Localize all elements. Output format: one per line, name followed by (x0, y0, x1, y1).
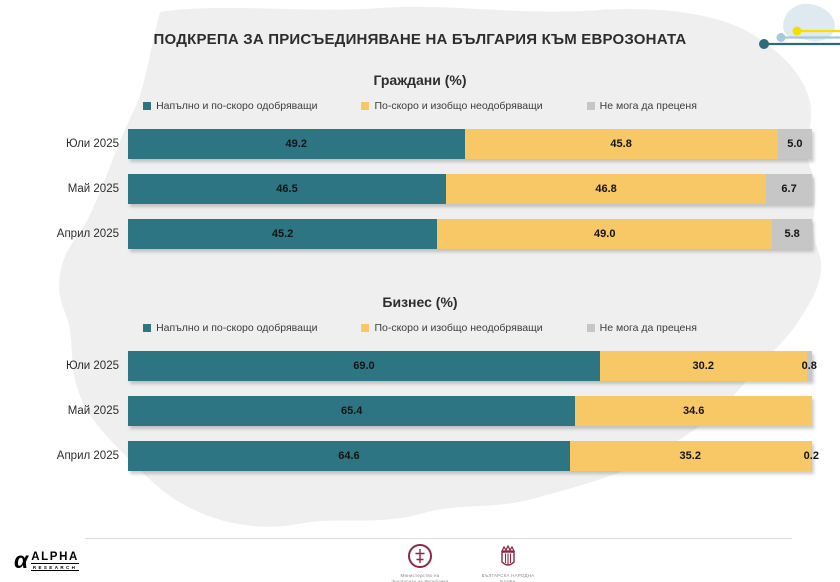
bar-value-label: 45.8 (610, 138, 632, 150)
alpha-glyph-icon: α (14, 547, 29, 573)
bar-value-label: 45.2 (271, 228, 294, 240)
bar-segment: 45.2 (128, 219, 438, 249)
bar-row: Юли 2025 69.0 30.2 0.8 (0, 351, 840, 381)
legend-swatch (586, 324, 595, 332)
legend-label: Не мога да преценя (599, 322, 697, 334)
ministry-of-finance-logo: Министерство на финансите на Република Б… (388, 543, 452, 582)
bar-segment: 46.5 (128, 174, 447, 204)
bar-segment: 64.6 (128, 441, 570, 471)
stacked-bar: 64.6 35.2 0.2 (128, 441, 819, 471)
bar-row: Април 2025 45.2 49.0 5.8 (0, 219, 840, 249)
stacked-bar: 69.0 30.2 0.8 (128, 351, 817, 381)
bar-row: Юли 2025 49.2 45.8 5.0 (0, 129, 840, 159)
legend-swatch (361, 102, 370, 110)
bar-segment: 5.8 (772, 219, 812, 249)
bar-segment: 0.8 (802, 351, 817, 381)
legend: Напълно и по-скоро одобряващи По-скоро и … (0, 322, 840, 334)
legend: Напълно и по-скоро одобряващи По-скоро и … (0, 100, 840, 112)
category-label: Юли 2025 (65, 138, 119, 150)
chart-title: Бизнес (%) (382, 294, 458, 310)
bar-segment: 49.0 (437, 219, 773, 249)
bank-caption: БЪЛГАРСКА НАРОДНА БАНКА (481, 573, 535, 582)
footer-divider (85, 538, 792, 539)
legend-item: По-скоро и изобщо неодобряващи (361, 322, 543, 334)
bar-value-label: 6.7 (781, 183, 797, 195)
bar-value-label: 0.2 (803, 450, 819, 462)
institution-logos: Министерство на финансите на Република Б… (388, 543, 540, 582)
bar-segment: 45.8 (464, 129, 778, 159)
bar-segment: 34.6 (575, 396, 812, 426)
category-label: Април 2025 (56, 450, 119, 462)
bar-value-label: 64.6 (338, 450, 360, 462)
legend-swatch (143, 324, 152, 332)
deco-dot-blue (776, 33, 786, 42)
bar-row: Май 2025 65.4 34.6 (0, 396, 840, 426)
bar-rows: Юли 2025 69.0 30.2 0.8 Май 2025 65.4 34.6 Април… (0, 351, 840, 471)
legend-item: Не мога да преценя (586, 100, 697, 112)
legend-label: По-скоро и изобщо неодобряващи (374, 100, 543, 112)
legend-item: Не мога да преценя (586, 322, 697, 334)
bar-value-label: 46.5 (276, 183, 298, 195)
bar-value-label: 5.0 (787, 138, 803, 150)
bar-segment: 0.2 (804, 441, 819, 471)
national-bank-logo: БЪЛГАРСКА НАРОДНА БАНКА (476, 543, 540, 582)
category-label: Април 2025 (56, 228, 119, 240)
legend-swatch (586, 102, 595, 110)
legend-label: По-скоро и изобщо неодобряващи (374, 322, 543, 334)
bar-segment: 46.8 (446, 174, 767, 204)
bar-segment: 6.7 (766, 174, 812, 204)
alpha-research-logo: α ALPHA RESEARCH (14, 547, 79, 573)
bar-value-label: 5.8 (784, 228, 800, 240)
bar-value-label: 34.6 (682, 405, 705, 417)
legend-swatch (143, 102, 152, 110)
bar-segment: 30.2 (599, 351, 807, 381)
bar-segment: 5.0 (777, 129, 812, 159)
top-right-decoration (738, 0, 840, 72)
bar-row: Април 2025 64.6 35.2 0.2 (0, 441, 840, 471)
bar-segment: 35.2 (569, 441, 811, 471)
ministry-caption: Министерство на финансите на Република Б… (391, 573, 449, 582)
legend-swatch (361, 324, 370, 332)
bulgaria-map-mini-icon (783, 3, 835, 42)
legend-label: Напълно и по-скоро одобряващи (156, 100, 318, 112)
category-label: Юли 2025 (65, 360, 119, 372)
bar-value-label: 0.8 (801, 360, 817, 372)
deco-dot-yellow (792, 26, 802, 36)
stacked-bar: 49.2 45.8 5.0 (128, 129, 812, 159)
chart-citizens: Граждани (%) Напълно и по-скоро одобряващ… (0, 72, 840, 264)
stacked-bar: 46.5 46.8 6.7 (128, 174, 812, 204)
chart-title: Граждани (%) (373, 72, 467, 88)
stacked-bar: 45.2 49.0 5.8 (128, 219, 812, 249)
alpha-logo-subname: RESEARCH (31, 563, 79, 572)
legend-label: Не мога да преценя (599, 100, 697, 112)
bar-row: Май 2025 46.5 46.8 6.7 (0, 174, 840, 204)
bar-value-label: 30.2 (692, 360, 714, 372)
bar-value-label: 35.2 (679, 450, 701, 462)
category-label: Май 2025 (67, 183, 119, 195)
alpha-logo-name: ALPHA (31, 551, 79, 563)
bar-value-label: 65.4 (340, 405, 363, 417)
chart-business: Бизнес (%) Напълно и по-скоро одобряващи П… (0, 294, 840, 486)
bar-rows: Юли 2025 49.2 45.8 5.0 Май 2025 46.5 46.8 6.7 Ап… (0, 129, 840, 249)
deco-dot-teal (759, 39, 769, 49)
bank-crest-icon (501, 544, 515, 566)
bar-segment: 49.2 (128, 129, 465, 159)
bar-segment: 69.0 (128, 351, 600, 381)
page-title: ПОДКРЕПА ЗА ПРИСЪЕДИНЯВАНЕ НА БЪЛГАРИЯ К… (153, 31, 687, 48)
legend-label: Напълно и по-скоро одобряващи (156, 322, 318, 334)
ministry-seal-icon (408, 544, 432, 568)
legend-item: Напълно и по-скоро одобряващи (143, 100, 317, 112)
bar-value-label: 49.0 (594, 228, 616, 240)
bar-segment: 65.4 (128, 396, 576, 426)
legend-item: По-скоро и изобщо неодобряващи (361, 100, 543, 112)
bar-value-label: 49.2 (285, 138, 307, 150)
bar-value-label: 69.0 (353, 360, 375, 372)
legend-item: Напълно и по-скоро одобряващи (143, 322, 317, 334)
category-label: Май 2025 (67, 405, 119, 417)
bar-value-label: 46.8 (595, 183, 617, 195)
stacked-bar: 65.4 34.6 (128, 396, 812, 426)
